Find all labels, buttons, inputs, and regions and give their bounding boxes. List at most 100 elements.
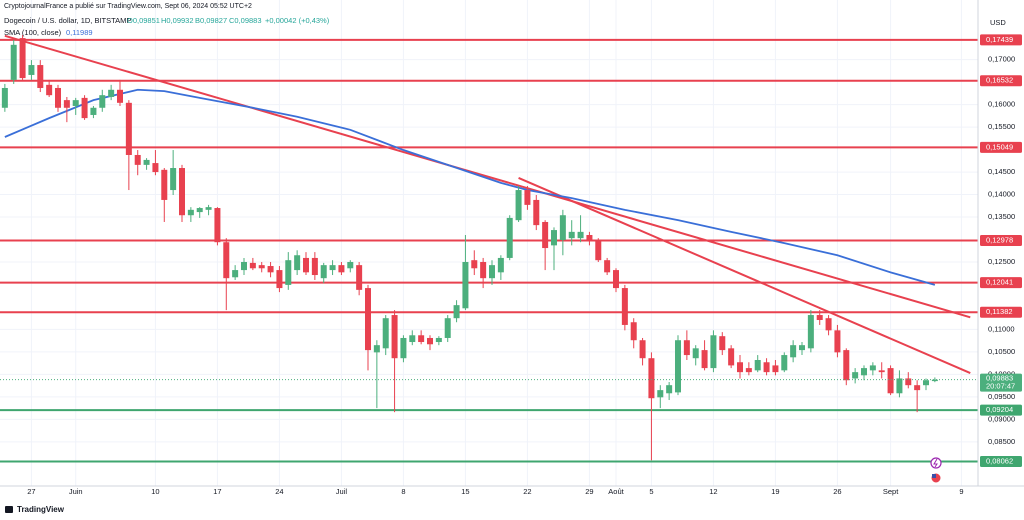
candle-body	[807, 315, 814, 349]
candle-body	[861, 368, 867, 376]
candle-body	[613, 270, 619, 289]
candle-body	[515, 190, 522, 221]
candle-body	[249, 262, 256, 269]
candle-body	[205, 207, 212, 210]
candle-body	[506, 217, 513, 258]
candle-body	[692, 348, 699, 359]
candle-body	[63, 100, 70, 108]
candle-body	[338, 265, 345, 273]
candle-body	[542, 221, 549, 249]
candle-body	[391, 315, 398, 359]
candle-body	[418, 335, 425, 343]
candle-body	[125, 102, 132, 155]
candle-body	[453, 305, 460, 319]
level-label: 0,11382	[986, 307, 1013, 316]
sma-line	[4, 88, 936, 286]
x-tick-label: 17	[213, 487, 221, 496]
candle-body	[745, 368, 752, 373]
candle-body	[834, 330, 841, 353]
level-label: 0,12041	[986, 278, 1013, 287]
price-axis: 0,085000,090000,095000,100000,105000,110…	[980, 34, 1022, 468]
trend-line	[518, 176, 971, 374]
candle-body	[799, 345, 805, 351]
candle-body	[356, 265, 363, 290]
x-tick-label: 5	[649, 487, 653, 496]
candle-body	[365, 288, 371, 351]
flag-icon	[932, 474, 936, 478]
candle-body	[373, 345, 380, 353]
currency: USD	[990, 18, 1006, 27]
x-tick-label: 15	[461, 487, 469, 496]
candle-body	[471, 260, 478, 269]
level-label-box	[980, 75, 1022, 87]
y-tick-label: 0,12500	[988, 257, 1015, 266]
candle-body	[46, 84, 53, 96]
x-tick-label: 26	[833, 487, 841, 496]
y-tick-label: 0,10500	[988, 347, 1015, 356]
candle-body	[462, 261, 469, 309]
ohlc-close: C0,09883	[229, 16, 262, 25]
brand-name: TradingView	[17, 505, 65, 514]
candle-body	[161, 169, 168, 200]
ohlc-high: H0,09932	[161, 16, 194, 25]
candle-body	[790, 345, 797, 358]
candle-body	[657, 390, 664, 398]
candle-body	[285, 260, 292, 285]
candle-body	[99, 95, 106, 108]
candle-body	[427, 337, 433, 345]
level-label: 0,17439	[986, 35, 1013, 44]
event-icon	[933, 458, 938, 468]
level-label: 0,12978	[986, 235, 1013, 244]
symbol: Dogecoin / U.S. dollar, 1D, BITSTAMP	[4, 16, 131, 25]
y-tick-label: 0,14000	[988, 190, 1015, 199]
last-price-box	[980, 373, 1022, 392]
x-tick-label: Sept	[883, 487, 899, 496]
candle-body	[196, 208, 203, 213]
level-label: 0,15049	[986, 142, 1013, 151]
candle-body	[577, 231, 584, 239]
candle-body	[675, 340, 681, 393]
candle-body	[905, 378, 912, 386]
candle-body	[311, 257, 318, 276]
event-icons	[930, 457, 942, 484]
price-change: +0,00042 (+0,43%)	[265, 16, 330, 25]
y-tick-label: 0,16000	[988, 100, 1015, 109]
candle-body	[90, 107, 97, 115]
candle-body	[152, 163, 159, 173]
candle-body	[232, 270, 239, 278]
y-tick-label: 0,09500	[988, 392, 1015, 401]
y-tick-label: 0,15500	[988, 122, 1015, 131]
candle-body	[37, 65, 44, 88]
candle-body	[480, 261, 487, 279]
level-label-box	[980, 34, 1022, 46]
candle-body	[843, 350, 850, 381]
candle-body	[347, 261, 354, 269]
ohlc-low: B0,09827	[195, 16, 227, 25]
candle-body	[72, 100, 79, 106]
candle-body	[869, 365, 876, 371]
candle-body	[55, 87, 61, 108]
level-label: 0,09204	[986, 405, 1013, 414]
candle-body	[117, 89, 123, 103]
candle-body	[170, 168, 177, 191]
x-tick-label: 9	[959, 487, 963, 496]
y-tick-label: 0,08500	[988, 437, 1015, 446]
y-tick-label: 0,17000	[988, 55, 1015, 64]
candle-body	[551, 230, 557, 246]
candle-body	[444, 318, 451, 338]
level-label-box	[980, 306, 1022, 318]
candle-body	[604, 260, 611, 273]
candle-body	[568, 231, 575, 239]
level-label-box	[980, 141, 1022, 153]
candle-body	[400, 337, 407, 359]
level-label-box	[980, 456, 1022, 468]
candle-body	[294, 255, 301, 271]
ohlc-open: O0,09851	[127, 16, 160, 25]
candle-body	[701, 350, 708, 369]
level-label-box	[980, 234, 1022, 246]
candle-body	[524, 190, 531, 205]
candle-body	[586, 235, 593, 240]
candle-body	[303, 257, 309, 273]
x-tick-label: 29	[585, 487, 593, 496]
candle-body	[134, 154, 141, 165]
